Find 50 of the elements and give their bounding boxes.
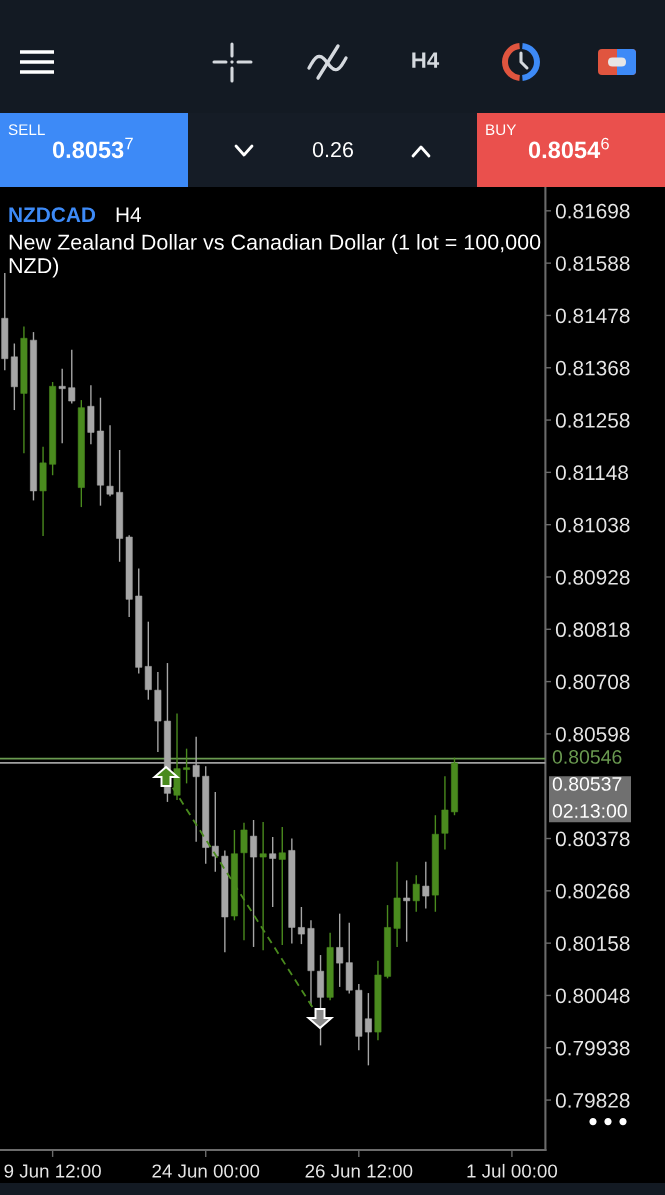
y-tick-label: 0.80928	[555, 569, 630, 585]
candlestick	[106, 424, 114, 497]
x-tick-label: 26 Jun 12:00	[305, 1164, 413, 1178]
y-tick-label: 0.80818	[555, 622, 630, 638]
ref-line-label: 0.80546	[552, 750, 622, 764]
candlestick	[259, 821, 267, 951]
y-tick-label: 0.80268	[555, 883, 630, 899]
y-tick-label: 0.81368	[555, 360, 630, 376]
candlestick	[68, 348, 76, 405]
y-tick-label: 0.81478	[555, 308, 630, 324]
candlestick	[441, 775, 449, 851]
x-tick-label: 1 Jul 00:00	[467, 1163, 558, 1178]
candlestick	[422, 861, 430, 910]
candlestick	[183, 747, 191, 785]
text: 0.26	[312, 142, 354, 158]
y-tick-label: 0.80158	[555, 936, 630, 951]
ref-line-label: 0.80537	[552, 777, 622, 791]
y-tick-label: 0.79828	[555, 1093, 630, 1108]
candlestick	[250, 819, 257, 948]
y-tick-label: 0.81258	[555, 413, 630, 428]
text: SELL	[8, 124, 45, 136]
candlestick	[412, 874, 420, 913]
candlestick	[269, 836, 277, 908]
text: 0.8053$^{7}$	[52, 137, 133, 159]
x-tick-label: 24 Jun 00:00	[152, 1164, 260, 1178]
y-tick-label: 0.80048	[555, 988, 630, 1004]
y-tick-label: 0.81038	[555, 517, 630, 533]
text: New Zealand Dollar vs Canadian Dollar (1 lot = 100,000 NZD)	[9, 234, 541, 278]
y-tick-label: 0.79938	[555, 1040, 630, 1056]
y-tick-label: 0.81588	[555, 256, 630, 271]
x-tick-label: 9 Jun 12:00	[4, 1164, 101, 1178]
candlestick	[58, 368, 66, 445]
text: NZDCAD	[9, 207, 96, 223]
y-tick-label: 0.80598	[555, 726, 630, 742]
text: 0.8054$^{6}$	[528, 137, 609, 159]
candlestick	[336, 912, 344, 988]
candlestick	[240, 822, 248, 941]
text: H4	[412, 52, 440, 68]
candlestick	[144, 620, 152, 701]
y-tick-label: 0.81148	[555, 465, 628, 481]
text: 02:13:00	[552, 804, 627, 818]
y-tick-label: 0.81698	[555, 203, 630, 219]
candlestick	[297, 906, 305, 945]
y-tick-label: 0.80378	[555, 831, 630, 847]
y-tick-label: 0.80708	[555, 674, 630, 690]
candlestick	[403, 879, 411, 943]
candlestick	[278, 826, 286, 946]
annotation: H4	[116, 207, 142, 222]
text: BUY	[486, 124, 517, 136]
candlestick	[364, 992, 372, 1067]
